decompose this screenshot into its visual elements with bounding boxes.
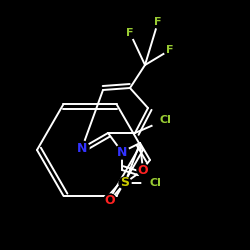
- Circle shape: [152, 16, 164, 28]
- Text: F: F: [166, 45, 174, 55]
- Circle shape: [164, 44, 176, 56]
- Text: O: O: [105, 194, 115, 206]
- Text: Cl: Cl: [149, 178, 161, 188]
- Circle shape: [137, 164, 149, 176]
- Text: S: S: [120, 176, 130, 190]
- Circle shape: [142, 170, 168, 196]
- Text: O: O: [138, 164, 148, 176]
- Text: F: F: [154, 17, 162, 27]
- Text: N: N: [117, 146, 127, 158]
- Text: Cl: Cl: [159, 115, 171, 125]
- Circle shape: [115, 145, 129, 159]
- Circle shape: [104, 194, 116, 206]
- Text: F: F: [126, 28, 134, 38]
- Circle shape: [124, 27, 136, 39]
- Text: N: N: [77, 142, 87, 154]
- Circle shape: [119, 177, 131, 189]
- Circle shape: [152, 107, 178, 133]
- Circle shape: [75, 141, 89, 155]
